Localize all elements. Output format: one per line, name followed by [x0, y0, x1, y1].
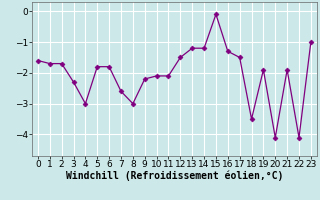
X-axis label: Windchill (Refroidissement éolien,°C): Windchill (Refroidissement éolien,°C): [66, 171, 283, 181]
